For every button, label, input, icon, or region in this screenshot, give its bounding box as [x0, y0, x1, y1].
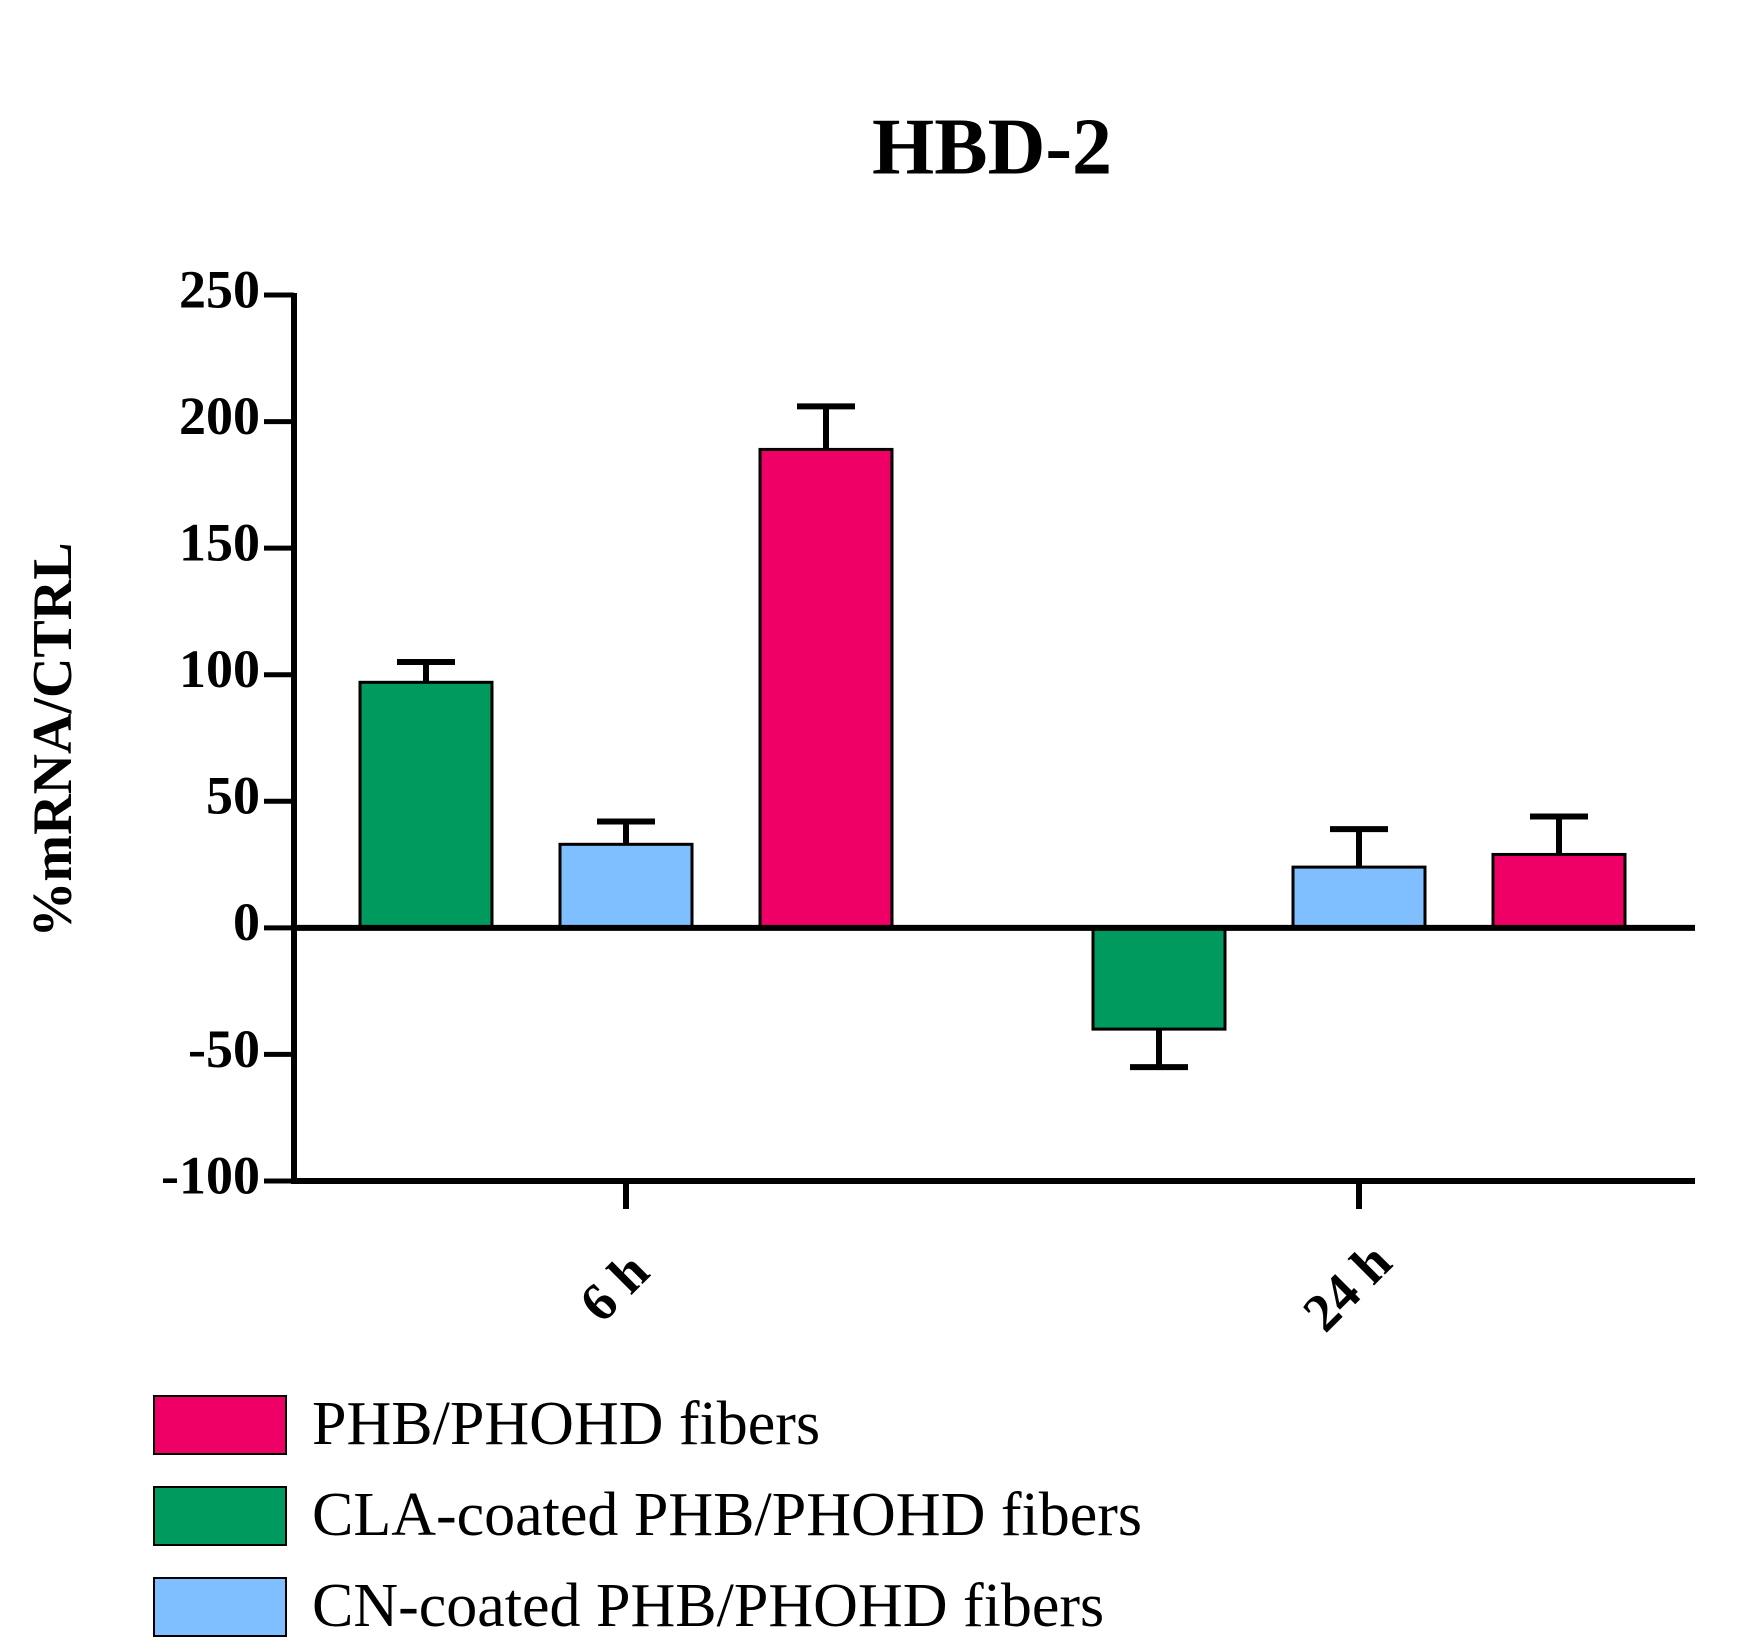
legend-swatch [153, 1395, 287, 1455]
y-axis-label: %mRNA/CTRL [22, 542, 84, 937]
legend-swatch [153, 1577, 287, 1637]
y-tick-label: 50 [206, 766, 260, 826]
bar [358, 680, 494, 930]
legend-label: CLA-coated PHB/PHOHD fibers [312, 1481, 1142, 1549]
bar [1491, 852, 1627, 930]
y-tick-label: -100 [161, 1145, 260, 1205]
chart-title: HBD-2 [872, 103, 1112, 191]
y-tick-label: 100 [179, 639, 260, 699]
bar [1091, 926, 1227, 1031]
y-tick-label: 250 [179, 259, 260, 319]
legend-swatch [153, 1486, 287, 1546]
bar [1291, 865, 1427, 930]
y-tick-label: 200 [179, 386, 260, 446]
legend-label: CN-coated PHB/PHOHD fibers [312, 1572, 1104, 1640]
y-tick-label: -50 [188, 1019, 260, 1079]
legend-label: PHB/PHOHD fibers [312, 1390, 820, 1458]
bar [758, 447, 894, 930]
x-tick-label: 24 h [1291, 1231, 1402, 1342]
y-tick-label: 0 [233, 892, 260, 952]
x-tick-label: 6 h [568, 1241, 660, 1333]
y-tick-label: 150 [179, 513, 260, 573]
bar [558, 842, 694, 930]
